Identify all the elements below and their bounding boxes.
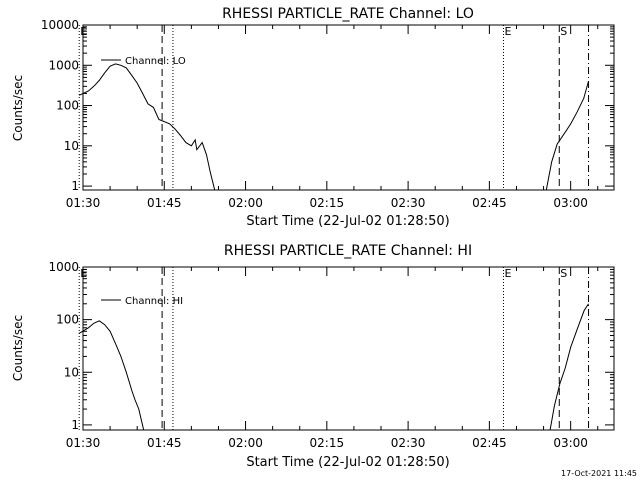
x-tick-label: 01:45 — [147, 196, 182, 210]
event-marker-label: E — [80, 267, 87, 280]
y-tick-label: 1000 — [48, 260, 79, 274]
event-marker-label: E — [504, 267, 511, 280]
x-tick-label: 01:45 — [147, 436, 182, 450]
x-tick-label: 03:00 — [553, 436, 588, 450]
series-line — [78, 63, 216, 191]
y-axis-label-hi: Counts/sec — [11, 315, 25, 381]
y-axis-label-lo: Counts/sec — [11, 75, 25, 141]
y-tick-label: 1 — [71, 179, 79, 193]
y-tick-label: 1 — [71, 418, 79, 432]
chart-panel-lo: RHESSI PARTICLE_RATE Channel: LO Counts/… — [11, 6, 474, 229]
x-tick-label: 02:30 — [391, 436, 426, 450]
x-tick-label: 03:00 — [553, 196, 588, 210]
x-tick-label: 02:00 — [228, 436, 263, 450]
event-marker-label: E — [80, 25, 87, 38]
x-tick-label: 02:15 — [310, 436, 345, 450]
y-tick-label: 1000 — [48, 58, 79, 72]
x-tick-label: 01:30 — [66, 436, 101, 450]
x-tick-label: 02:15 — [310, 196, 345, 210]
series-line — [545, 81, 589, 191]
x-axis-label-lo: Start Time (22-Jul-02 01:28:50) — [246, 214, 449, 229]
x-tick-label: 02:45 — [472, 196, 507, 210]
y-tick-label: 100 — [56, 99, 79, 113]
event-marker-label: S — [560, 267, 567, 280]
x-tick-label: 02:30 — [391, 196, 426, 210]
x-axis-label-hi: Start Time (22-Jul-02 01:28:50) — [246, 455, 449, 470]
legend-label: Channel: HI — [125, 296, 183, 307]
chart-title-hi: RHESSI PARTICLE_RATE Channel: HI — [224, 243, 472, 259]
event-marker-label: E — [504, 25, 511, 38]
series-line — [78, 320, 145, 431]
legend-label: Channel: LO — [125, 56, 186, 67]
x-tick-label: 01:30 — [66, 196, 101, 210]
chart-panel-hi: RHESSI PARTICLE_RATE Channel: HI Counts/… — [11, 243, 472, 470]
x-tick-label: 02:45 — [472, 436, 507, 450]
plot-frame — [82, 24, 615, 191]
y-tick-label: 10 — [64, 139, 79, 153]
chart-title-lo: RHESSI PARTICLE_RATE Channel: LO — [222, 6, 474, 22]
y-tick-label: 100 — [56, 313, 79, 327]
plot-area-hi: 1 10 100 1000 01:30 01:45 02:00 02:15 02:30 02:45… — [48, 260, 615, 450]
event-marker-label: S — [560, 25, 567, 38]
footer-timestamp: 17-Oct-2021 11:45 — [561, 469, 637, 478]
y-tick-label: 10000 — [41, 18, 79, 32]
series-line — [549, 303, 589, 431]
plot-area-lo: 1 10 100 1000 10000 01:30 01:45 02:00 02:15 02:30… — [41, 18, 615, 210]
y-tick-label: 10 — [64, 365, 79, 379]
x-tick-label: 02:00 — [228, 196, 263, 210]
plot-frame — [82, 266, 615, 431]
